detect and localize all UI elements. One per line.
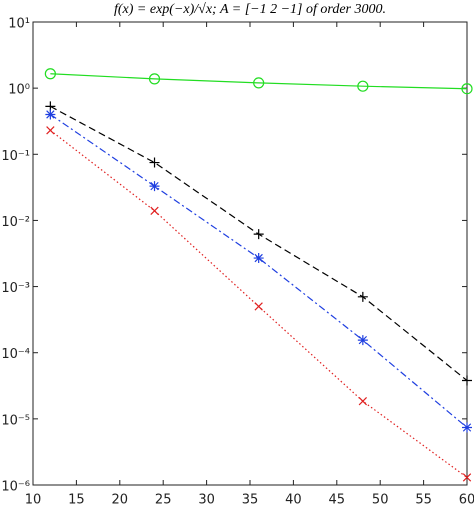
- x-tick-label: 60: [459, 493, 474, 508]
- marker: [462, 375, 472, 386]
- y-tick-label: 10¹: [8, 17, 30, 32]
- y-tick-label: 10⁻¹: [1, 149, 30, 164]
- x-tick-label: 55: [415, 493, 432, 508]
- marker: [253, 77, 265, 89]
- marker: [253, 229, 264, 240]
- marker: [150, 206, 159, 215]
- x-tick-label: 10: [25, 493, 42, 508]
- chart-title: f(x) = exp(−x)/√x; A = [−1 2 −1] of orde…: [114, 2, 386, 17]
- marker: [461, 83, 473, 95]
- x-tick-label: 30: [198, 493, 215, 508]
- marker: [149, 157, 160, 168]
- marker: [357, 291, 368, 302]
- y-tick-label: 10⁻⁴: [1, 347, 30, 362]
- x-tick-label: 15: [68, 493, 85, 508]
- series-line: [50, 105, 468, 381]
- series-line: [49, 129, 468, 478]
- marker: [358, 397, 368, 406]
- marker: [462, 422, 472, 433]
- y-tick-label: 10⁻²: [1, 215, 30, 230]
- marker: [149, 181, 160, 192]
- x-tick-label: 40: [285, 493, 302, 508]
- x-tick-label: 45: [329, 493, 346, 508]
- marker: [357, 80, 369, 92]
- marker: [357, 335, 368, 346]
- series-line: [50, 73, 468, 90]
- y-tick-label: 10⁰: [8, 83, 30, 98]
- marker: [45, 109, 56, 120]
- y-tick-label: 10⁻³: [1, 281, 30, 296]
- marker: [44, 68, 56, 80]
- x-tick-label: 50: [372, 493, 389, 508]
- marker: [462, 473, 472, 482]
- x-tick-label: 35: [242, 493, 259, 508]
- y-tick-label: 10⁻⁶: [1, 480, 30, 495]
- marker: [253, 253, 264, 264]
- y-tick-label: 10⁻⁵: [1, 413, 30, 428]
- marker: [148, 73, 161, 85]
- marker: [46, 126, 55, 135]
- plot-frame: [32, 21, 468, 486]
- series-line: [50, 113, 468, 428]
- x-tick-label: 25: [155, 493, 172, 508]
- marker: [254, 302, 263, 311]
- x-tick-label: 20: [112, 493, 129, 508]
